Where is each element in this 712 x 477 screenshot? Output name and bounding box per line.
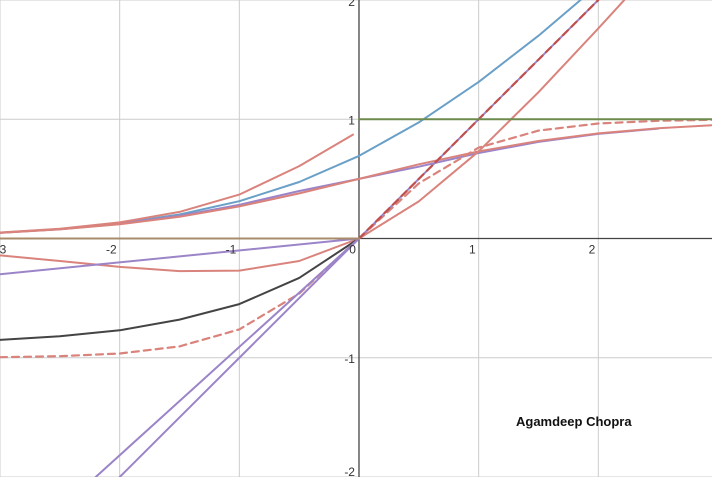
x-tick-label: -3 [0, 243, 7, 257]
series-line-1 [0, 0, 583, 234]
y-tick-label: 1 [348, 113, 355, 127]
series-line-2 [0, 127, 660, 234]
series-line-5 [0, 0, 626, 273]
series-line-8 [0, 0, 600, 276]
series-line-6 [0, 118, 712, 359]
series-line-9 [94, 237, 360, 477]
x-tick-label: -1 [226, 243, 237, 257]
x-tick-label: 2 [589, 243, 596, 257]
x-tick-label: -2 [106, 243, 117, 257]
x-tick-label: 0 [349, 243, 356, 257]
author-credit: Agamdeep Chopra [516, 414, 632, 429]
series-line-4 [0, 133, 354, 234]
series-line-3 [0, 124, 712, 234]
x-tick-label: 1 [469, 243, 476, 257]
series-line-10 [118, 237, 360, 477]
y-tick-label: -2 [344, 465, 355, 477]
series-line-7 [0, 237, 360, 341]
tick-labels: -3 -2 -1 0 1 2 2 1 -1 -2 [0, 0, 596, 477]
y-tick-label: 2 [348, 0, 355, 9]
y-tick-label: -1 [344, 352, 355, 366]
